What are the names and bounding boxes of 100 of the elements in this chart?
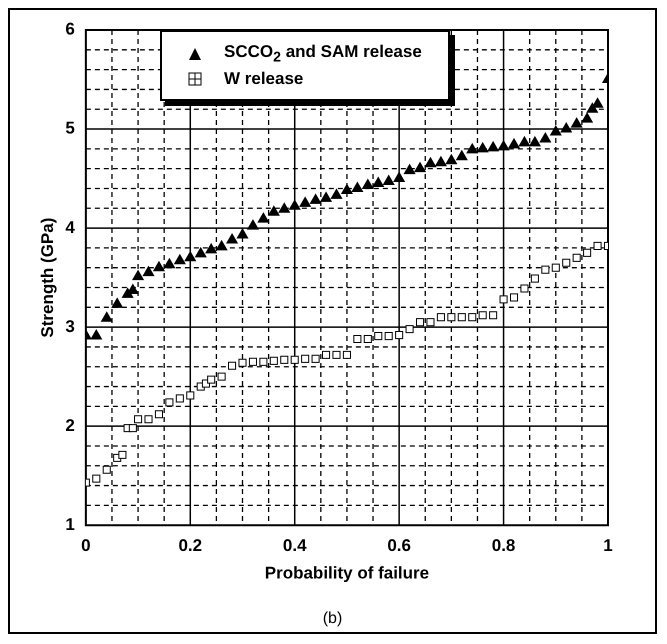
point: [290, 356, 299, 364]
point: [153, 261, 165, 272]
point: [320, 192, 332, 202]
point: [552, 264, 560, 272]
point: [248, 358, 257, 366]
point: [247, 220, 259, 230]
point: [508, 138, 520, 148]
point: [258, 212, 270, 223]
point: [510, 293, 518, 302]
x-axis-title: Probability of failure: [264, 563, 430, 582]
point: [383, 175, 394, 186]
y-tick-label: 6: [65, 20, 75, 39]
point: [144, 415, 153, 424]
point: [342, 350, 351, 359]
x-tick-label: 0.6: [387, 536, 411, 556]
point: [299, 196, 311, 207]
point: [341, 184, 353, 194]
point: [550, 126, 562, 136]
y-tick-label: 5: [65, 118, 75, 138]
point: [226, 233, 238, 244]
point: [395, 331, 404, 340]
point: [478, 311, 487, 320]
text: (b): [322, 610, 344, 628]
x-tick-label: 1: [603, 536, 613, 556]
y-tick-label: 2: [65, 416, 75, 435]
point: [447, 313, 456, 322]
point: [111, 298, 123, 308]
point: [352, 182, 364, 192]
point: [174, 254, 186, 264]
point: [404, 164, 416, 174]
point: [268, 206, 280, 216]
point: [466, 143, 478, 154]
point: [456, 150, 468, 160]
point: [176, 394, 184, 402]
point: [594, 242, 602, 250]
point: [310, 194, 322, 204]
point: [362, 178, 374, 189]
point: [374, 332, 382, 340]
point: [529, 136, 541, 146]
point: [205, 243, 217, 254]
point: [426, 318, 435, 326]
point: [218, 372, 226, 381]
point: [436, 313, 445, 322]
point: [393, 172, 405, 182]
point: [446, 154, 458, 164]
point: [570, 118, 582, 128]
point: [134, 415, 142, 424]
point: [216, 240, 228, 250]
point: [583, 248, 592, 257]
point: [487, 141, 499, 152]
point: [468, 313, 476, 322]
point: [128, 424, 137, 432]
y-tick-label: 4: [65, 218, 76, 237]
point: [489, 311, 498, 320]
point: [259, 358, 268, 366]
point: [154, 410, 163, 418]
point: [312, 354, 320, 363]
point: [118, 450, 126, 459]
point: [416, 318, 424, 326]
point: [90, 330, 102, 340]
point: [165, 398, 174, 406]
point: [195, 247, 206, 258]
point: [101, 312, 112, 322]
point: [102, 466, 111, 474]
point: [278, 202, 290, 213]
point: [572, 254, 581, 262]
point: [184, 251, 196, 262]
point: [280, 356, 288, 364]
point: [332, 350, 341, 359]
point: [424, 157, 436, 168]
point: [518, 136, 530, 146]
point: [322, 350, 330, 359]
point: [330, 188, 342, 199]
x-tick-label: 0: [81, 536, 91, 556]
point: [236, 228, 248, 239]
point: [353, 334, 362, 344]
point: [92, 474, 100, 483]
point: [364, 334, 372, 344]
point: [289, 200, 300, 210]
y-axis-title: Strength (GPa): [38, 218, 57, 338]
point: [498, 140, 510, 150]
y-tick-label: 1: [65, 514, 75, 534]
point: [132, 270, 144, 280]
point: [520, 284, 528, 293]
point: [560, 122, 572, 133]
point: [458, 313, 466, 322]
point: [301, 354, 310, 363]
point: [186, 391, 194, 400]
point: [414, 162, 426, 172]
point: [238, 358, 247, 367]
point: [372, 177, 384, 188]
point: [562, 258, 570, 267]
point: [500, 295, 508, 304]
point: [581, 112, 593, 123]
point: [406, 325, 414, 334]
point: [435, 156, 447, 166]
legend-label: W release: [224, 69, 304, 90]
point: [207, 376, 216, 384]
x-tick-label: 0.2: [178, 536, 202, 556]
x-tick-label: 0.4: [282, 536, 308, 556]
